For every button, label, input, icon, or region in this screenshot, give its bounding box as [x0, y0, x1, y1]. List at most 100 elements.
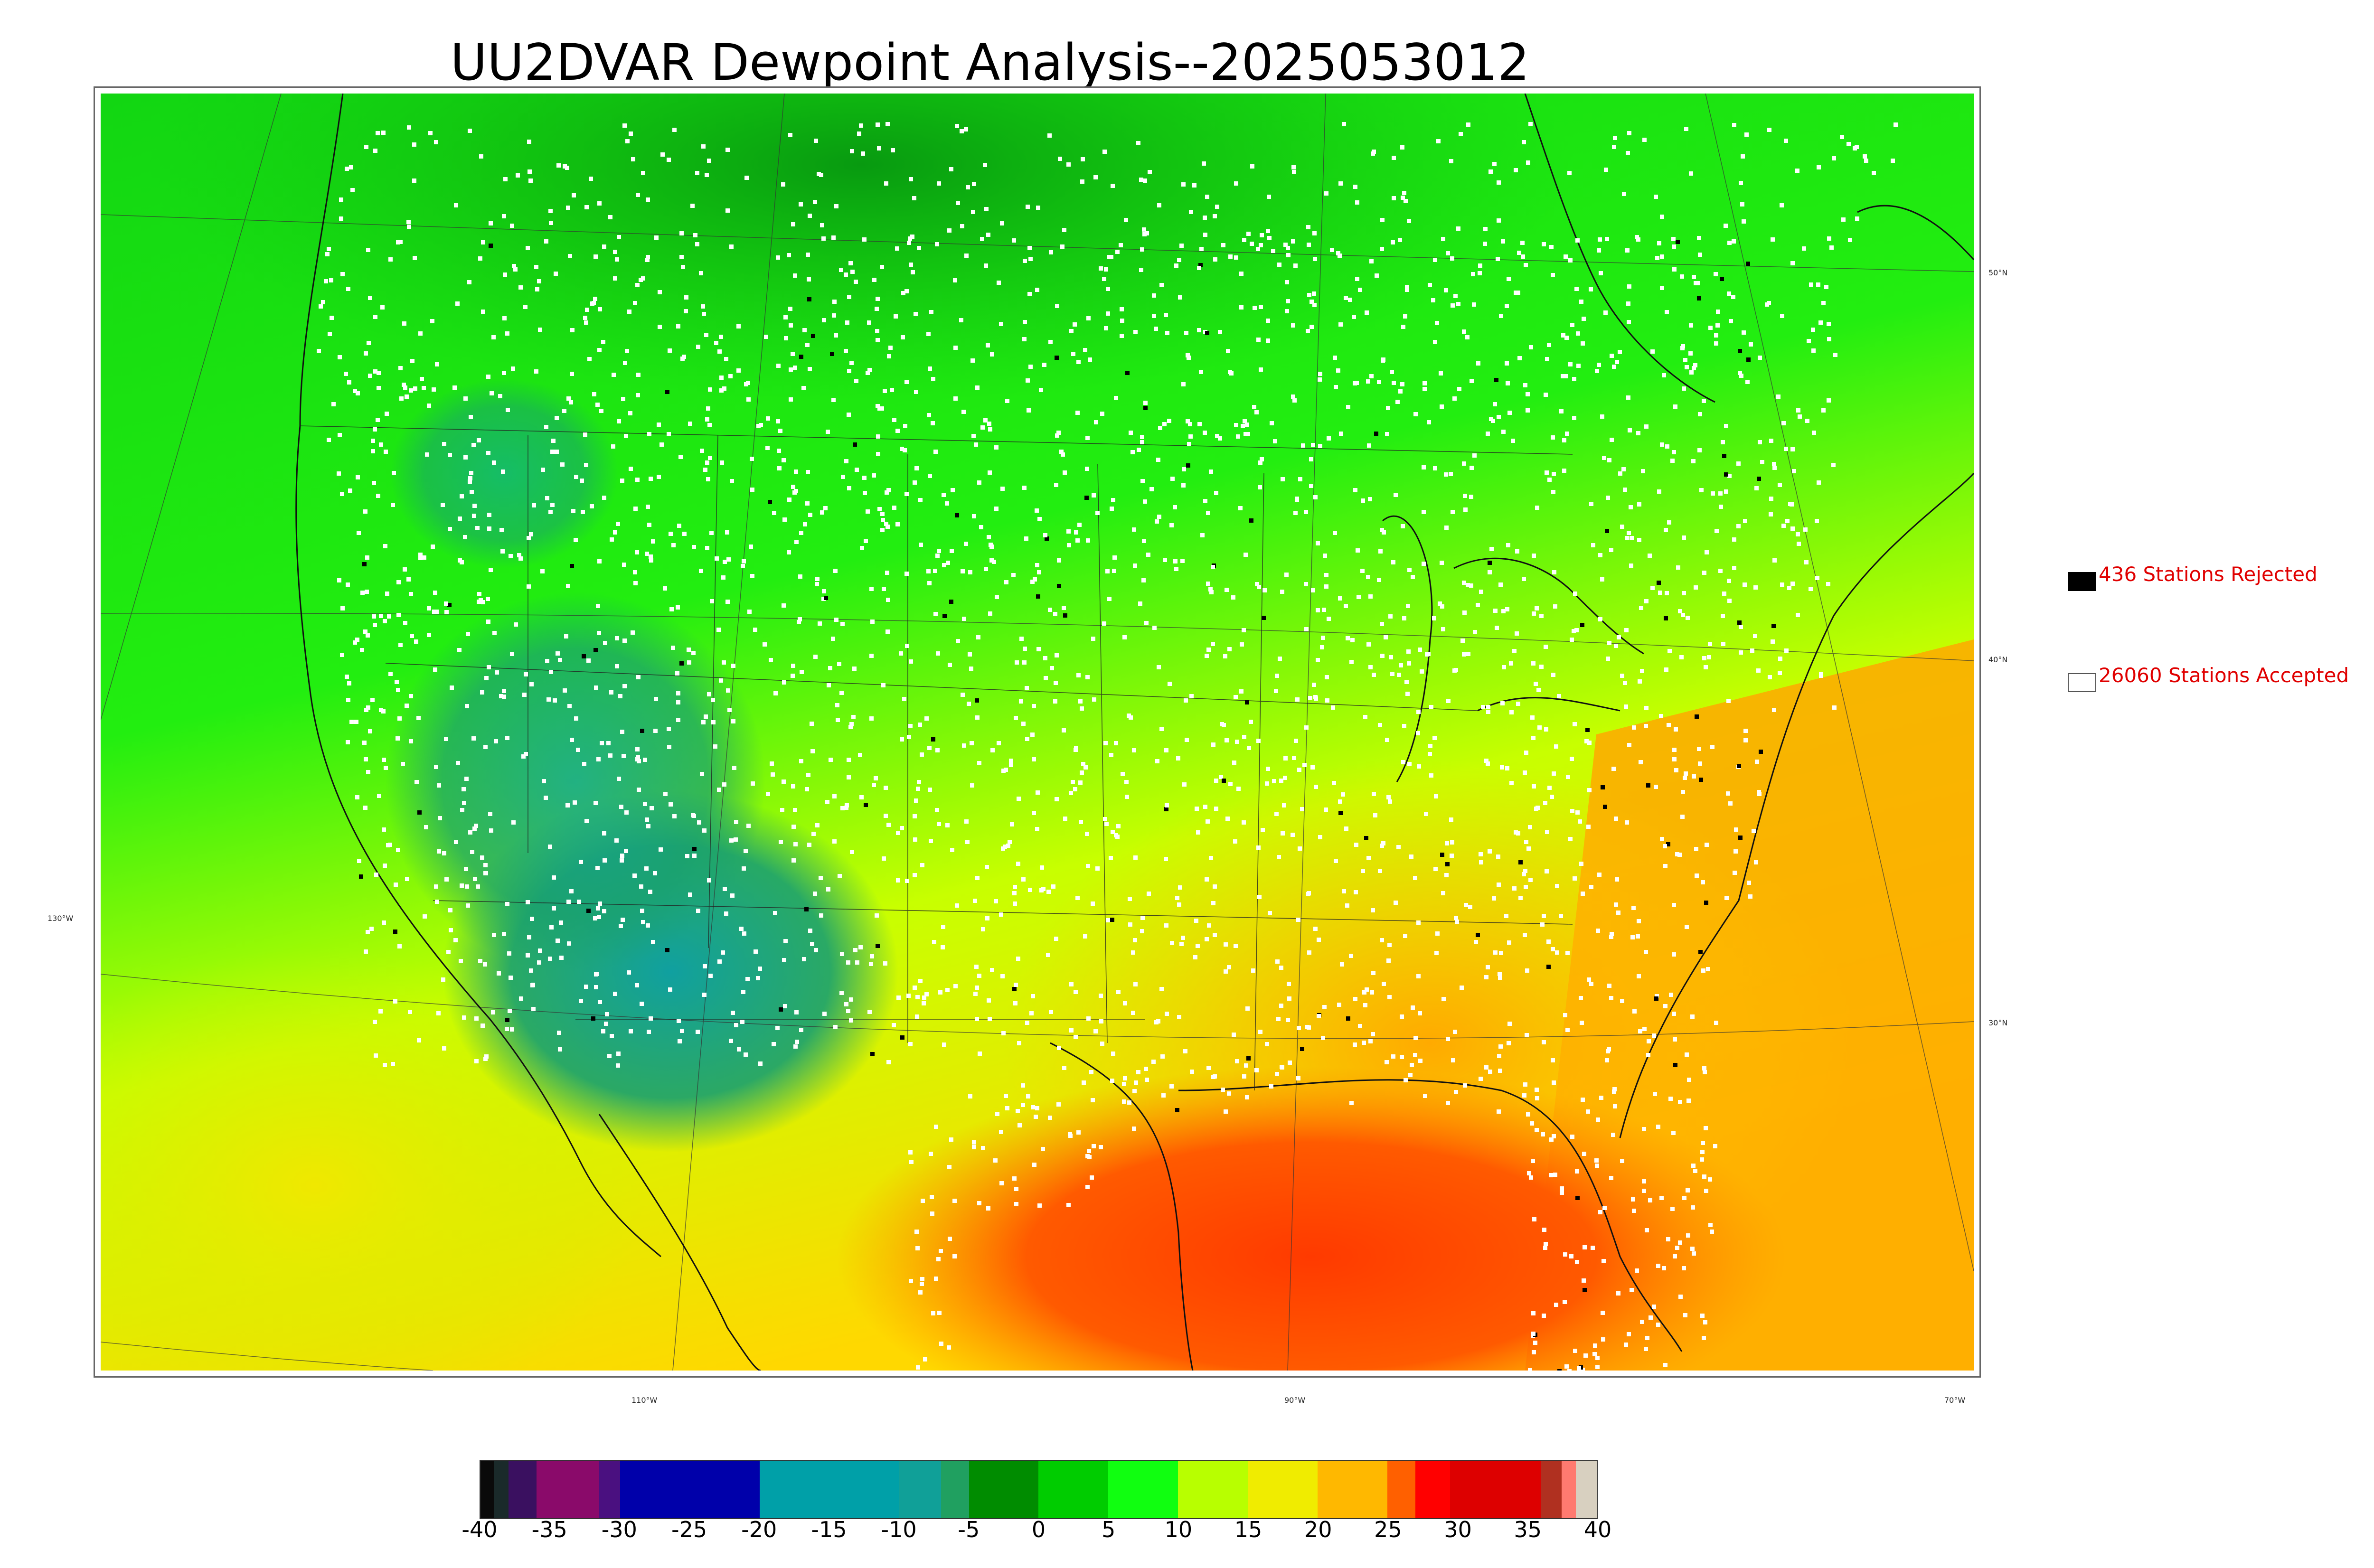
- accepted-station-marker: [1394, 901, 1398, 905]
- accepted-station-marker: [1310, 765, 1315, 770]
- accepted-station-marker: [936, 651, 940, 656]
- accepted-station-marker: [381, 131, 386, 135]
- accepted-station-marker: [580, 479, 584, 483]
- accepted-station-marker: [1411, 1005, 1415, 1010]
- accepted-station-marker: [1433, 340, 1437, 344]
- accepted-station-marker: [491, 335, 496, 339]
- accepted-station-marker: [1175, 896, 1179, 900]
- accepted-station-marker: [931, 377, 935, 381]
- accepted-station-marker: [847, 758, 851, 762]
- accepted-station-marker: [1304, 510, 1308, 514]
- accepted-station-marker: [973, 992, 978, 996]
- accepted-station-marker: [1484, 1065, 1488, 1070]
- accepted-station-marker: [1062, 1066, 1066, 1070]
- accepted-station-marker: [1539, 614, 1544, 618]
- accepted-station-marker: [993, 1158, 998, 1163]
- accepted-station-marker: [1260, 457, 1264, 461]
- accepted-station-marker: [815, 823, 820, 827]
- accepted-station-marker: [1750, 648, 1754, 653]
- accepted-station-marker: [1564, 374, 1568, 378]
- accepted-station-marker: [1613, 1104, 1617, 1108]
- accepted-station-marker: [1027, 246, 1032, 250]
- accepted-station-marker: [1365, 987, 1369, 992]
- accepted-station-marker: [1744, 132, 1749, 137]
- accepted-station-marker: [1183, 1049, 1187, 1053]
- accepted-station-marker: [955, 124, 959, 128]
- accepted-station-marker: [1795, 169, 1799, 173]
- accepted-station-marker: [1369, 259, 1374, 263]
- accepted-station-marker: [415, 780, 419, 784]
- accepted-station-marker: [1311, 588, 1315, 592]
- accepted-station-marker: [1606, 1049, 1610, 1053]
- accepted-station-marker: [776, 419, 780, 423]
- accepted-station-marker: [1081, 157, 1085, 161]
- accepted-station-marker: [614, 838, 619, 843]
- accepted-station-marker: [1424, 812, 1428, 816]
- accepted-station-marker: [881, 518, 885, 522]
- accepted-station-marker: [658, 325, 662, 329]
- accepted-station-marker: [901, 335, 905, 339]
- accepted-station-marker: [776, 364, 781, 368]
- accepted-station-marker: [453, 938, 458, 942]
- colorbar-tick-label: 35: [1514, 1517, 1542, 1542]
- accepted-station-marker: [1102, 277, 1106, 281]
- accepted-station-marker: [737, 1047, 741, 1052]
- accepted-station-marker: [601, 1029, 605, 1033]
- accepted-station-marker: [633, 570, 637, 574]
- accepted-station-marker: [1469, 495, 1473, 499]
- accepted-station-marker: [913, 986, 917, 990]
- rejected-station-marker: [955, 513, 959, 517]
- accepted-station-marker: [585, 308, 589, 312]
- accepted-station-marker: [1644, 950, 1648, 954]
- accepted-station-marker: [744, 1052, 748, 1057]
- accepted-station-marker: [1428, 283, 1432, 287]
- accepted-station-marker: [1727, 241, 1732, 245]
- accepted-station-marker: [891, 148, 895, 152]
- accepted-station-marker: [1119, 243, 1123, 247]
- accepted-station-marker: [834, 204, 838, 208]
- accepted-station-marker: [1037, 570, 1041, 574]
- accepted-station-marker: [537, 960, 541, 965]
- accepted-station-marker: [480, 855, 484, 860]
- accepted-station-marker: [1013, 1001, 1017, 1005]
- accepted-station-marker: [1099, 1145, 1103, 1149]
- accepted-station-marker: [1386, 958, 1391, 963]
- accepted-station-marker: [808, 513, 812, 517]
- accepted-station-marker: [619, 924, 623, 928]
- accepted-station-marker: [1614, 644, 1618, 648]
- accepted-station-marker: [1405, 288, 1409, 292]
- accepted-station-marker: [1358, 1024, 1362, 1028]
- accepted-station-marker: [1708, 1223, 1713, 1227]
- accepted-station-marker: [1292, 398, 1297, 403]
- accepted-station-marker: [696, 1030, 700, 1034]
- accepted-station-marker: [574, 475, 578, 479]
- accepted-station-marker: [1280, 590, 1284, 594]
- colorbar-tick-label: 5: [1102, 1517, 1116, 1542]
- accepted-station-marker: [483, 1057, 488, 1061]
- accepted-station-marker: [934, 1125, 938, 1129]
- accepted-station-marker: [1686, 1188, 1690, 1192]
- accepted-station-marker: [1724, 424, 1728, 428]
- accepted-station-marker: [1075, 538, 1080, 543]
- rejected-station-marker: [1664, 616, 1668, 620]
- accepted-station-marker: [1565, 432, 1569, 436]
- accepted-station-marker: [1392, 381, 1396, 385]
- accepted-station-marker: [474, 1016, 479, 1021]
- accepted-station-marker: [1772, 466, 1777, 470]
- accepted-station-marker: [553, 698, 557, 703]
- accepted-station-marker: [1434, 794, 1438, 798]
- colorbar-tick-label: -15: [811, 1517, 847, 1542]
- accepted-station-marker: [368, 374, 372, 378]
- accepted-station-marker: [1057, 1046, 1061, 1050]
- accepted-station-marker: [371, 449, 375, 453]
- accepted-station-marker: [1687, 1078, 1691, 1082]
- accepted-station-marker: [1103, 741, 1108, 745]
- accepted-station-marker: [1259, 367, 1263, 372]
- accepted-station-marker: [1583, 1353, 1588, 1358]
- accepted-station-marker: [840, 622, 845, 626]
- accepted-station-marker: [908, 1150, 913, 1155]
- accepted-station-marker: [1318, 377, 1322, 382]
- dewpoint-map[interactable]: [101, 94, 1974, 1371]
- accepted-station-marker: [1568, 362, 1573, 366]
- accepted-station-marker: [838, 874, 842, 878]
